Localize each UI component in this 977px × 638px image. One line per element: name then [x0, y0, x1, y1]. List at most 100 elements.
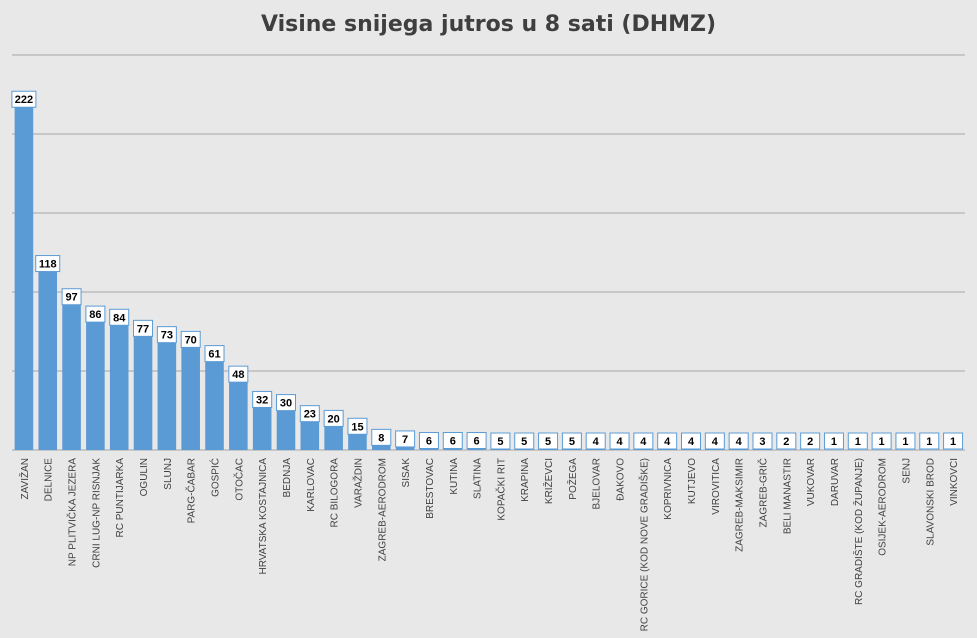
data-label-box	[538, 432, 559, 450]
data-label: 2	[783, 436, 789, 448]
category-label: OTOČAC	[232, 458, 245, 501]
data-label-box	[85, 305, 106, 323]
data-label-box	[252, 390, 273, 408]
category-label: ZAGREB-MAKSIMIR	[735, 458, 746, 552]
category-label: KARLOVAC	[306, 458, 317, 512]
data-label: 1	[950, 436, 956, 448]
data-label-box	[943, 432, 964, 450]
bar	[14, 99, 34, 451]
data-label-box	[61, 288, 82, 306]
bar	[62, 296, 81, 450]
data-label: 1	[831, 436, 837, 448]
category-label: RC GRADIŠTE (KOD ŽUPANJE)	[852, 458, 865, 605]
data-label-box	[11, 90, 37, 108]
data-label: 32	[256, 394, 268, 406]
data-label-box	[847, 432, 868, 450]
category-label: HRVATSKA KOSTAJNICA	[258, 458, 269, 575]
bar	[181, 339, 200, 450]
data-label-box	[704, 432, 725, 450]
data-label: 8	[378, 432, 384, 444]
data-label-box	[561, 432, 582, 450]
data-label: 1	[926, 436, 932, 448]
data-label-box	[752, 432, 773, 450]
category-label: RC BILOGORA	[330, 458, 341, 528]
data-label: 86	[89, 309, 101, 321]
category-label: VINKOVCI	[949, 458, 960, 506]
bar	[300, 413, 320, 450]
category-label: RC GORICE (KOD NOVE GRADIŠKE)	[637, 458, 650, 631]
data-label-box	[728, 432, 749, 450]
data-label-box	[347, 417, 368, 435]
data-label: 4	[688, 436, 695, 448]
data-label: 20	[328, 413, 340, 425]
chart-title: Visine snijega jutros u 8 sati (DHMZ)	[260, 12, 717, 37]
data-label-box	[442, 432, 463, 450]
data-label-box	[323, 409, 344, 427]
category-label: CRNI LUG-NP RISNJAK	[91, 458, 102, 568]
data-label-box	[609, 432, 630, 450]
category-label: VARAŽDIN	[351, 458, 364, 508]
data-label-box	[35, 255, 61, 273]
data-label: 77	[137, 323, 149, 335]
category-label: SLATINA	[473, 458, 484, 499]
category-label: KUTINA	[449, 458, 460, 495]
category-label: SENJ	[901, 458, 912, 484]
data-label-box	[871, 432, 892, 450]
category-label: BRESTOVAC	[425, 458, 436, 519]
data-label-box	[204, 345, 225, 363]
data-label-box	[657, 432, 678, 450]
data-label-box	[490, 432, 511, 450]
category-label: POŽEGA	[566, 458, 579, 500]
category-label: NP PLITVIČKA JEZERA	[66, 458, 79, 567]
data-label-box	[800, 432, 821, 450]
bar	[86, 314, 105, 450]
category-label: OSIJEK-AERODROM	[878, 458, 889, 556]
data-label: 6	[474, 436, 480, 448]
category-label: BJELOVAR	[592, 458, 603, 510]
data-label: 70	[185, 334, 197, 346]
data-label-box	[275, 394, 296, 412]
bar	[109, 317, 129, 450]
category-label: KOPAČKI RIT	[494, 458, 507, 521]
data-label: 30	[280, 398, 292, 410]
data-label-box	[466, 432, 487, 450]
data-label-box	[156, 326, 177, 344]
data-label: 118	[39, 259, 57, 271]
category-label: VIROVITICA	[711, 458, 722, 515]
category-label: BEDNJA	[282, 458, 293, 498]
data-label: 48	[232, 369, 244, 381]
data-label: 6	[426, 436, 432, 448]
category-label: VUKOVAR	[806, 458, 817, 506]
data-label-box	[514, 432, 535, 450]
data-label-box	[395, 430, 416, 448]
data-label: 5	[497, 436, 503, 448]
data-label: 1	[879, 436, 885, 448]
category-label: KUTJEVO	[687, 458, 698, 504]
bar	[133, 328, 153, 450]
data-label: 1	[902, 436, 908, 448]
data-label-box	[299, 405, 320, 423]
category-label: GOSPIĆ	[209, 458, 222, 497]
bar	[276, 402, 296, 450]
data-label: 7	[402, 434, 408, 446]
data-label-box	[180, 330, 201, 348]
data-label: 5	[545, 436, 551, 448]
data-label: 97	[65, 292, 77, 304]
bar	[252, 399, 272, 450]
bar	[38, 263, 58, 450]
data-label: 23	[304, 409, 316, 421]
data-label-box	[919, 432, 940, 450]
data-label: 2	[807, 436, 813, 448]
data-label: 1	[855, 436, 861, 448]
data-label-box	[776, 432, 797, 450]
data-label: 4	[736, 436, 743, 448]
category-label: SLAVONSKI BROD	[925, 458, 936, 546]
category-label: SLUNJ	[163, 458, 174, 490]
category-label: PARG-ČABAR	[185, 458, 198, 523]
data-label: 61	[208, 349, 220, 361]
data-label: 5	[521, 436, 527, 448]
data-label: 84	[113, 312, 126, 324]
data-label: 5	[569, 436, 575, 448]
